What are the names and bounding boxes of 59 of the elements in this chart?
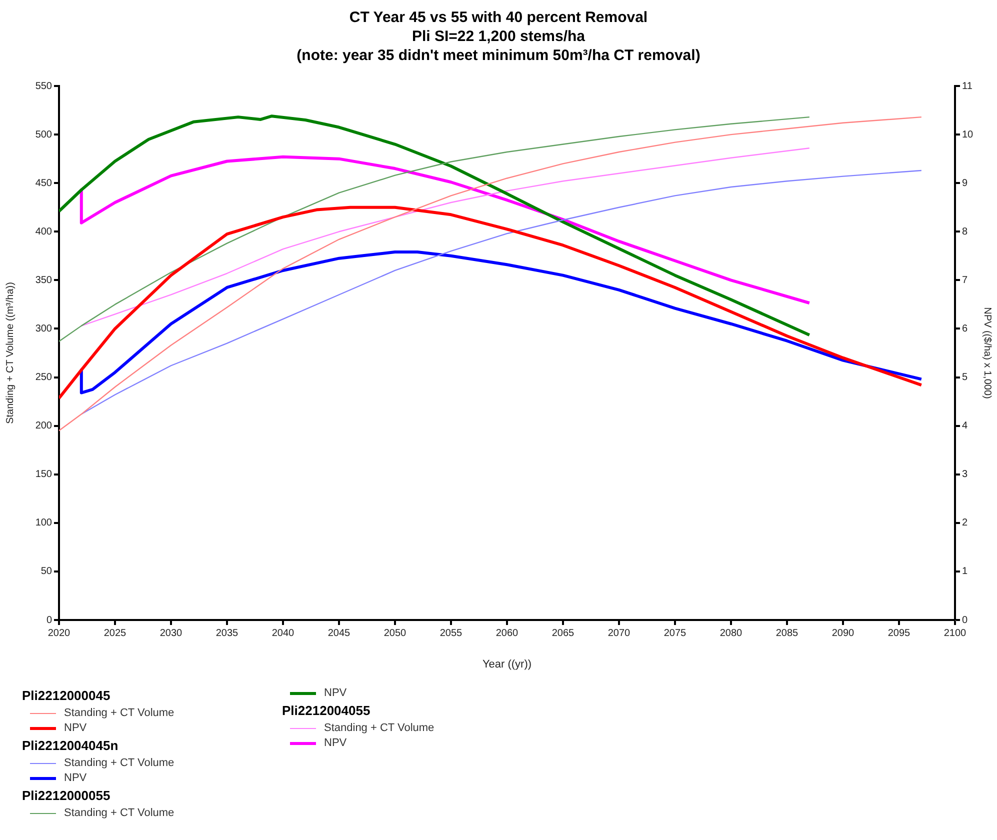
x-tick-label: 2030 [160, 628, 183, 639]
y-tick-label: 450 [35, 178, 52, 189]
x-tick-label: 2050 [384, 628, 407, 639]
legend-label: Standing + CT Volume [64, 756, 174, 771]
y-tick-label: 350 [35, 274, 52, 286]
y2-tick-label: 8 [962, 226, 968, 238]
x-tick-label: 2045 [328, 628, 351, 639]
legend-label: NPV [64, 771, 87, 786]
x-tick-label: 2080 [720, 628, 743, 639]
y2-tick-label: 0 [962, 614, 968, 626]
x-tick-label: 2035 [216, 628, 239, 639]
legend-label: NPV [324, 686, 347, 701]
y2-tick-label: 11 [962, 80, 973, 92]
y2-tick-label: 3 [962, 469, 968, 480]
x-tick-label: 2040 [272, 628, 295, 639]
y-tick-label: 400 [35, 226, 52, 238]
y-tick-label: 500 [35, 129, 52, 140]
x-axis-title: Year ((yr)) [482, 658, 532, 670]
x-tick-label: 2060 [496, 628, 519, 639]
y-tick-label: 200 [35, 420, 52, 432]
text: (note: year 35 didn't meet minimum 50m³/ha CT removal) [296, 46, 702, 65]
chart-title: CT Year 45 vs 55 with 40 percent Removal [348, 8, 649, 27]
y2-axis-title: NPV (($/ha) x 1,000) [981, 307, 992, 399]
y-axis-title: Standing + CT Volume ((m³/ha)) [4, 282, 16, 424]
y-tick-label: 300 [35, 323, 52, 334]
x-tick-label: 2025 [104, 628, 127, 639]
y2-tick-label: 5 [962, 372, 968, 384]
x-tick-label: 2095 [888, 628, 911, 639]
y2-tick-label: 2 [962, 518, 968, 529]
y-tick-label: 100 [35, 518, 52, 529]
legend-label: NPV [64, 721, 87, 736]
y-tick-label: 50 [40, 566, 52, 578]
y2-tick-label: 10 [962, 129, 974, 140]
x-tick-label: 2100 [944, 628, 967, 639]
x-tick-label: 2085 [776, 628, 799, 639]
x-tick-label: 2020 [48, 628, 71, 639]
y2-tick-label: 4 [962, 420, 968, 432]
legend-label: Standing + CT Volume [324, 721, 434, 736]
legend-label: NPV [324, 736, 347, 751]
y2-tick-label: 9 [962, 178, 968, 189]
chart-subtitle: Pli SI=22 1,200 stems/ha [410, 27, 586, 46]
x-tick-label: 2090 [832, 628, 855, 639]
y-tick-label: 0 [46, 614, 52, 626]
legend-label: Standing + CT Volume [64, 706, 174, 721]
text: Pli2212004045n [22, 737, 120, 755]
y-tick-label: 550 [35, 80, 52, 92]
x-tick-label: 2070 [608, 628, 631, 639]
text: Pli2212000045 [22, 687, 112, 705]
text: Pli2212004055 [282, 702, 372, 720]
y-tick-label: 150 [35, 469, 52, 480]
y-tick-label: 250 [35, 372, 52, 384]
x-tick-label: 2075 [664, 628, 687, 639]
x-tick-label: 2055 [440, 628, 463, 639]
x-tick-label: 2065 [552, 628, 575, 639]
y2-tick-label: 7 [962, 274, 968, 286]
y2-tick-label: 6 [962, 323, 968, 334]
text: Pli2212000055 [22, 787, 112, 805]
legend-label: Standing + CT Volume [64, 806, 174, 821]
y2-tick-label: 1 [962, 566, 968, 578]
